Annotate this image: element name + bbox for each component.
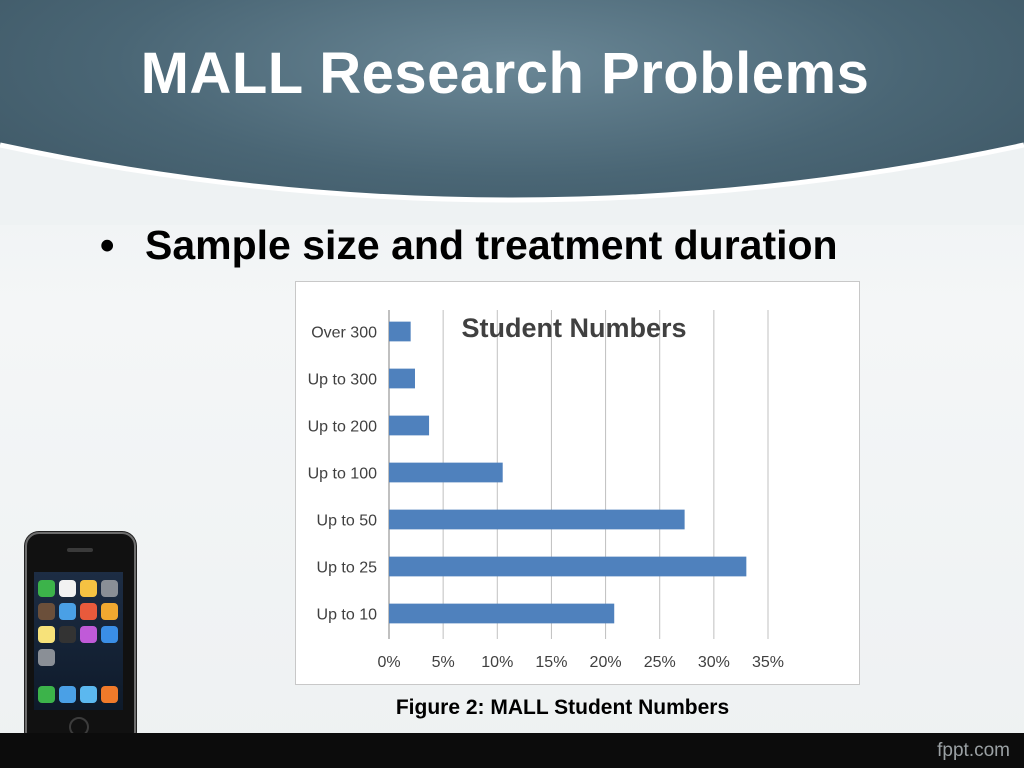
y-category-label: Up to 50 — [317, 513, 378, 530]
calendar-icon — [59, 580, 76, 597]
camera-icon — [101, 580, 118, 597]
y-category-label: Up to 25 — [317, 560, 378, 577]
y-category-label: Up to 100 — [308, 466, 377, 483]
y-category-label: Over 300 — [311, 325, 377, 342]
bar — [389, 509, 685, 530]
notes-icon — [38, 626, 55, 643]
app-icon — [101, 603, 118, 620]
bullet-text: Sample size and treatment duration — [145, 222, 838, 268]
x-tick-label: 25% — [644, 654, 676, 671]
x-tick-label: 0% — [377, 654, 400, 671]
bar — [389, 603, 615, 624]
header-curve-decoration — [0, 142, 1024, 225]
bar-chart: 0% 5% 10% 15% 20% 25% 30% 35% Over 300 Up to 300 U… — [308, 310, 784, 671]
bullet-item: • Sample size and treatment duration — [100, 222, 980, 269]
footer-brand: fppt.com — [937, 740, 1010, 761]
app-store-icon — [101, 626, 118, 643]
app-icon — [59, 626, 76, 643]
bar — [389, 415, 430, 436]
x-tick-label: 20% — [590, 654, 622, 671]
itunes-icon — [80, 626, 97, 643]
y-category-label: Up to 200 — [308, 419, 377, 436]
y-category-label: Up to 300 — [308, 372, 377, 389]
x-tick-label: 10% — [481, 654, 513, 671]
x-tick-label: 15% — [535, 654, 567, 671]
phone-screen — [34, 572, 123, 710]
x-tick-label: 35% — [752, 654, 784, 671]
x-tick-label: 5% — [432, 654, 455, 671]
chart-panel: 0% 5% 10% 15% 20% 25% 30% 35% Over 300 Up to 300 U… — [295, 281, 860, 685]
x-tick-label: 30% — [698, 654, 730, 671]
slide-title: MALL Research Problems — [140, 41, 870, 106]
mail-icon — [59, 686, 76, 703]
app-icon — [38, 603, 55, 620]
weather-icon — [59, 603, 76, 620]
phone-illustration — [25, 532, 136, 746]
bar — [389, 556, 747, 577]
y-category-label: Up to 10 — [317, 607, 378, 624]
bar — [389, 462, 503, 483]
figure-caption: Figure 2: MALL Student Numbers — [395, 696, 730, 719]
phone-app-icon — [38, 686, 55, 703]
chart-title: Student Numbers — [461, 313, 686, 343]
phone-speaker — [67, 548, 93, 552]
ipod-icon — [101, 686, 118, 703]
footer-bar: fppt.com — [0, 733, 1024, 768]
safari-icon — [80, 686, 97, 703]
bullet-dot: • — [100, 222, 115, 268]
photos-icon — [80, 580, 97, 597]
app-icon — [38, 580, 55, 597]
app-icon — [80, 603, 97, 620]
settings-icon — [38, 649, 55, 666]
bar — [389, 368, 415, 389]
bar — [389, 321, 411, 342]
